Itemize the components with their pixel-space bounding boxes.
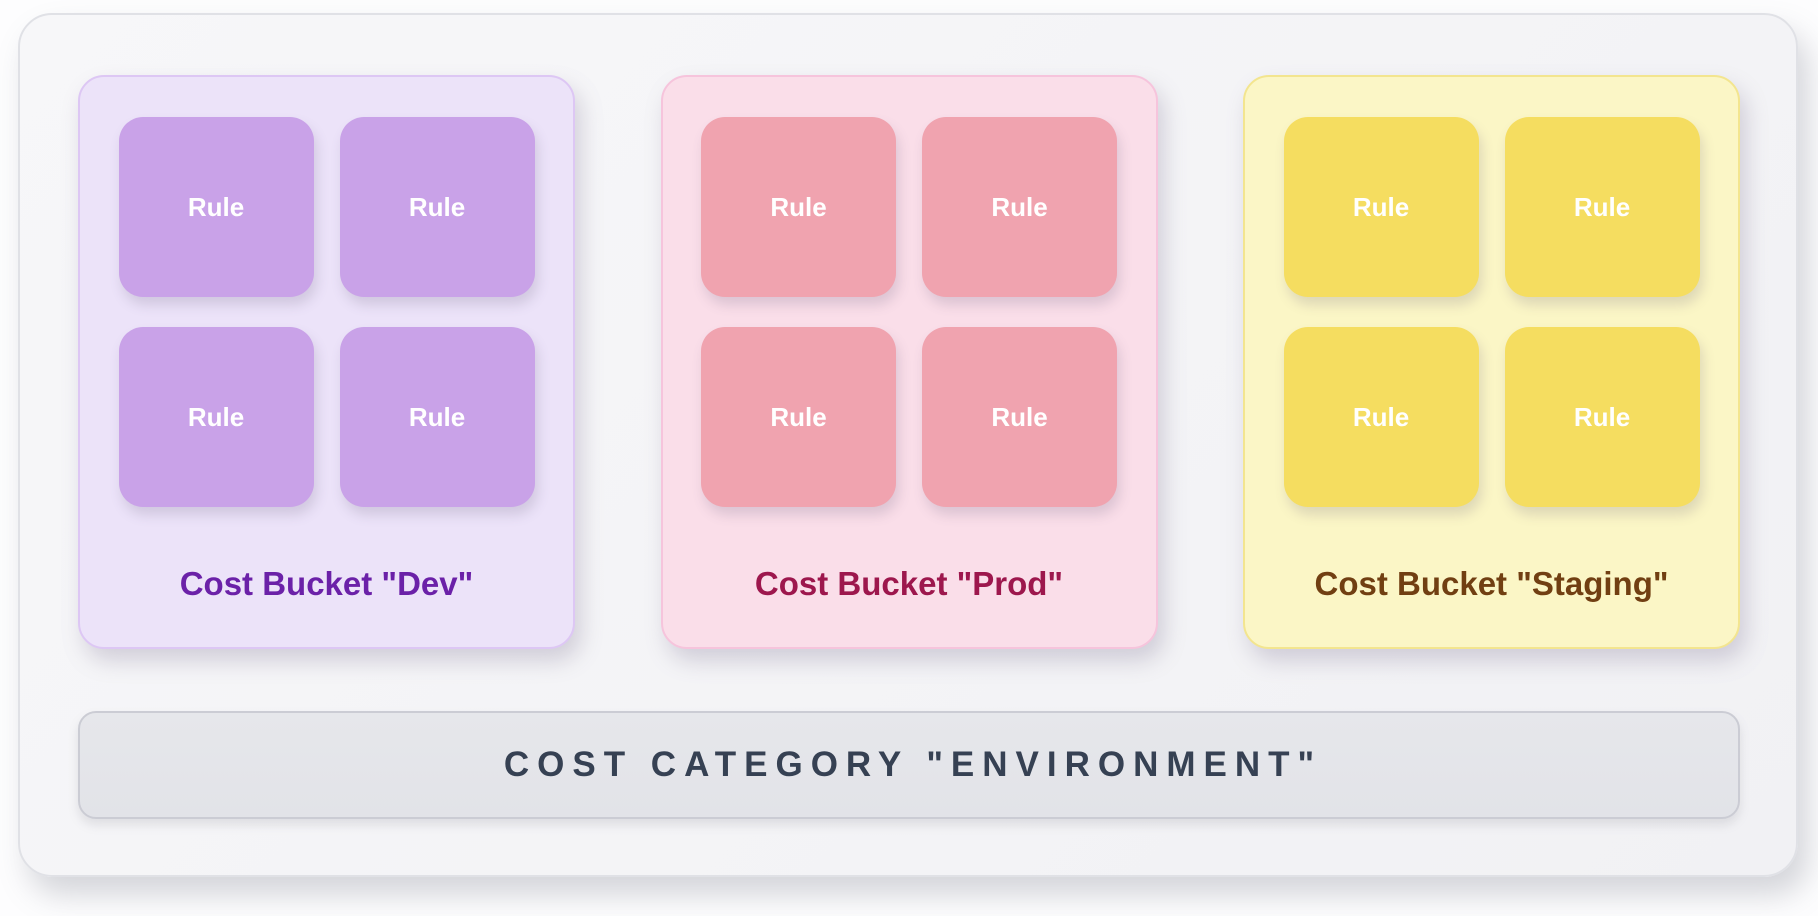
rule-card: Rule xyxy=(339,327,535,507)
diagram-frame: Rule Rule Rule Rule Cost Bucket "Dev" Ru… xyxy=(18,13,1798,877)
cost-category-label: COST CATEGORY "ENVIRONMENT" xyxy=(503,745,1323,784)
rule-card: Rule xyxy=(922,327,1117,507)
bucket-title-dev: Cost Bucket "Dev" xyxy=(179,565,474,602)
bucket-title-staging: Cost Bucket "Staging" xyxy=(1314,565,1669,602)
rule-card: Rule xyxy=(339,117,535,297)
cost-bucket-prod: Rule Rule Rule Rule Cost Bucket "Prod" xyxy=(660,75,1158,649)
rule-card: Rule xyxy=(922,117,1117,297)
bucket-title-prod: Cost Bucket "Prod" xyxy=(754,565,1064,602)
rule-card: Rule xyxy=(1283,117,1479,297)
rule-grid-dev: Rule Rule Rule Rule xyxy=(80,77,573,507)
rule-card: Rule xyxy=(1504,327,1700,507)
rule-card: Rule xyxy=(118,117,314,297)
rule-card: Rule xyxy=(701,117,896,297)
cost-bucket-staging: Rule Rule Rule Rule Cost Bucket "Staging… xyxy=(1243,75,1740,649)
rule-card: Rule xyxy=(701,327,896,507)
rule-grid-staging: Rule Rule Rule Rule xyxy=(1245,77,1738,507)
rule-card: Rule xyxy=(1504,117,1700,297)
cost-category-bar: COST CATEGORY "ENVIRONMENT" xyxy=(78,711,1740,819)
cost-bucket-dev: Rule Rule Rule Rule Cost Bucket "Dev" xyxy=(78,75,575,649)
rule-card: Rule xyxy=(118,327,314,507)
cost-buckets-row: Rule Rule Rule Rule Cost Bucket "Dev" Ru… xyxy=(78,75,1740,649)
rule-grid-prod: Rule Rule Rule Rule xyxy=(663,77,1156,507)
rule-card: Rule xyxy=(1283,327,1479,507)
